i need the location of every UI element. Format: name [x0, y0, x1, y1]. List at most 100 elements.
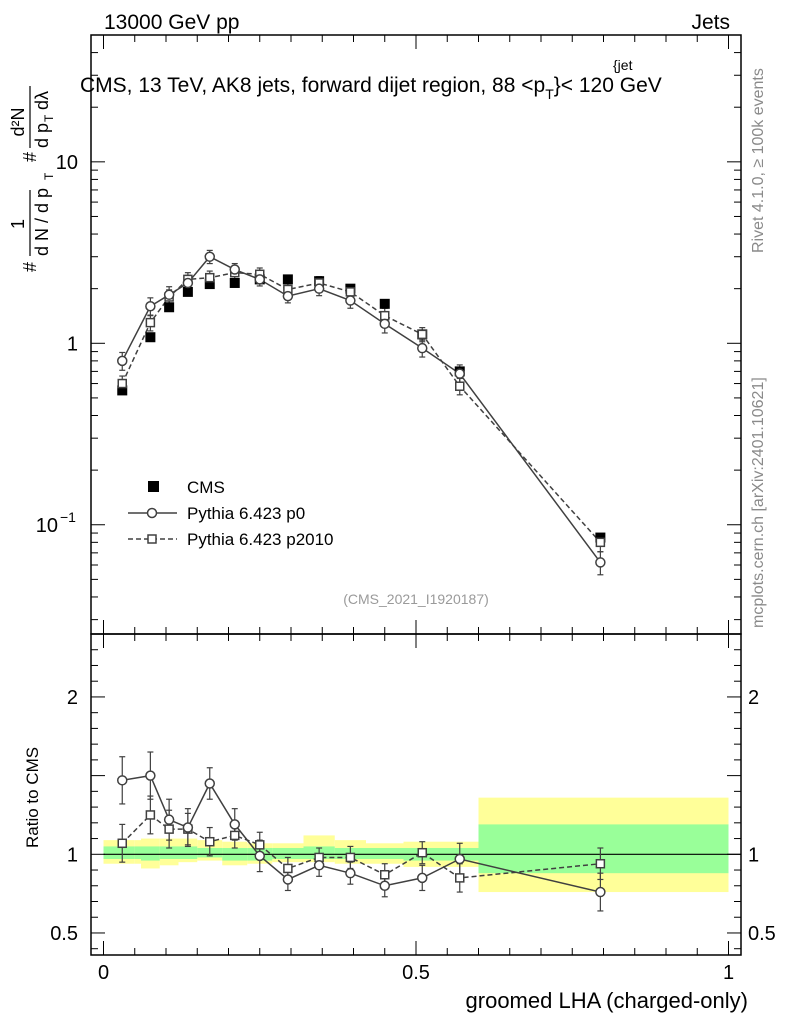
- ratio-point-p0: [204, 778, 215, 789]
- data-point-cms: [182, 286, 193, 297]
- ratio-point-p2010: [283, 863, 293, 874]
- main-ytick-label: 1: [67, 333, 78, 355]
- data-point-p2010: [455, 381, 465, 391]
- ratio-point-p2010: [417, 847, 427, 858]
- header-right: Jets: [691, 11, 730, 34]
- uncertainty-band-inner: [141, 846, 160, 861]
- ratio-point-p2010: [595, 858, 606, 869]
- data-point-p0: [379, 318, 390, 330]
- data-point-p0: [254, 274, 265, 285]
- ratio-point-p0: [145, 770, 156, 781]
- data-point-p0: [145, 301, 156, 312]
- ratio-point-p0: [182, 822, 194, 833]
- ratio-point-p2010: [380, 870, 390, 880]
- data-point-p0: [229, 264, 240, 275]
- data-point-p0: [182, 277, 194, 289]
- legend: CMS Pythia 6.423 p0 Pythia 6.423 p2010: [128, 478, 334, 549]
- mcplots-label: mcplots.cern.ch [arXiv:2401.10621]: [750, 377, 767, 628]
- data-point-p0: [417, 342, 428, 354]
- ratio-ytick-label-left: 1: [67, 844, 78, 866]
- legend-marker-cms: [148, 481, 159, 492]
- ratio-ytick-label-left: 0.5: [50, 923, 78, 945]
- data-point-p0: [117, 355, 128, 367]
- ratio-point-p0: [379, 880, 390, 892]
- data-point-cms: [204, 279, 215, 290]
- ratio-point-p2010: [255, 840, 265, 850]
- title-sup: {jet: [613, 57, 633, 73]
- ylabel-hash-1: #: [20, 262, 40, 272]
- x-tick-label: 0: [98, 962, 109, 984]
- ratio-point-p2010: [345, 852, 356, 863]
- data-point-p2010: [145, 317, 156, 328]
- x-tick-label: 1: [723, 962, 734, 984]
- ylabel-frac2-num: d²N: [8, 107, 28, 136]
- ratio-point-p2010: [117, 838, 127, 849]
- data-point-p0: [282, 290, 294, 302]
- ratio-point-p2010: [145, 810, 156, 820]
- ratio-point-p0: [417, 872, 428, 884]
- main-title: CMS, 13 TeV, AK8 jets, forward dijet reg…: [80, 57, 662, 102]
- ratio-point-p0: [254, 850, 265, 862]
- uncertainty-band-inner: [134, 846, 141, 860]
- main-ytick-label: 10: [56, 152, 78, 174]
- x-tick-label: 0.5: [402, 962, 430, 984]
- ylabel-frac1-num: 1: [8, 219, 28, 229]
- data-point-p2010: [417, 329, 427, 340]
- data-point-p0: [454, 368, 465, 379]
- data-point-p2010: [595, 537, 606, 548]
- main-ytick-label-exp: −1: [60, 509, 76, 525]
- uncertainty-band-inner: [159, 846, 179, 860]
- ratio-point-p2010: [455, 873, 465, 883]
- data-point-cms: [282, 274, 293, 285]
- data-point-p0: [163, 289, 175, 301]
- data-point-p2010: [380, 310, 390, 321]
- data-point-p2010: [345, 287, 356, 297]
- rivet-version-label: Rivet 4.1.0, ≥ 100k events: [750, 68, 767, 253]
- ratio-panel: 0.5 0.5 1 1 2 2 0 0.5 1: [50, 633, 776, 984]
- ylabel-frac2-den-tail: dλ: [32, 91, 52, 110]
- ratio-point-p0: [313, 860, 325, 871]
- data-point-cms: [595, 532, 606, 543]
- data-point-p2010: [205, 272, 215, 283]
- data-point-p2010: [117, 378, 127, 389]
- ratio-y-axis-label: Ratio to CMS: [23, 747, 42, 848]
- ratio-ytick-label-right: 2: [748, 687, 759, 709]
- data-point-p0: [313, 283, 325, 294]
- legend-label-p2010: Pythia 6.423 p2010: [187, 530, 334, 549]
- ylabel-hash-2: #: [20, 152, 40, 162]
- legend-marker-p2010: [147, 534, 157, 544]
- data-point-cms: [117, 385, 128, 396]
- legend-label-p0: Pythia 6.423 p0: [187, 504, 305, 523]
- ratio-point-p2010: [230, 830, 240, 841]
- data-point-cms: [145, 332, 156, 343]
- ylabel-frac1-den-sub: T: [42, 172, 56, 180]
- data-point-p0: [204, 251, 215, 262]
- uncertainty-band-inner: [272, 848, 304, 860]
- uncertainty-band-inner: [366, 848, 404, 860]
- ratio-point-p0: [345, 867, 356, 879]
- data-point-cms: [229, 277, 240, 288]
- ratio-point-p2010: [205, 836, 215, 847]
- ratio-point-p0: [163, 814, 175, 825]
- data-point-p0: [595, 557, 606, 568]
- ratio-ytick-label-left: 2: [67, 687, 78, 709]
- analysis-reference: (CMS_2021_I1920187): [343, 591, 489, 607]
- ratio-point-p0: [595, 886, 606, 898]
- ratio-point-p2010: [164, 824, 174, 834]
- ylabel-frac2-den-sub: T: [42, 114, 56, 122]
- series-line-p2010: [121, 271, 601, 543]
- data-point-cms: [164, 302, 175, 313]
- uncertainty-band-inner: [178, 846, 198, 860]
- ratio-point-p0: [229, 819, 240, 830]
- legend-label-cms: CMS: [187, 478, 225, 497]
- ratio-point-p0: [454, 853, 465, 865]
- ratio-ytick-label-right: 1: [748, 844, 759, 866]
- main-y-axis-label: # 1 d N / d p T # d²N d p T dλ: [8, 86, 56, 272]
- ylabel-frac1-den: d N / d p: [32, 188, 52, 256]
- data-point-p0: [345, 295, 356, 306]
- ratio-point-p0: [117, 775, 128, 786]
- ratio-ytick-label-right: 0.5: [748, 923, 776, 945]
- x-axis-label: groomed LHA (charged-only): [466, 988, 748, 1013]
